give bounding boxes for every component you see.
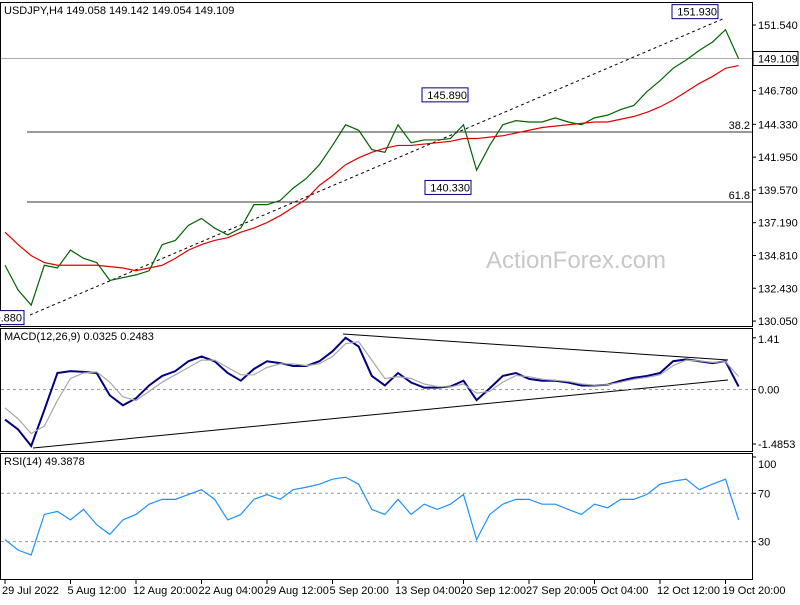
y-tick-label: 70 bbox=[758, 488, 770, 500]
panel-header: RSI(14) 49.3878 bbox=[4, 456, 85, 468]
series-line bbox=[4, 341, 740, 435]
fib-label: 38.2 bbox=[729, 120, 750, 132]
y-tick-label: 30 bbox=[758, 537, 770, 549]
series-line bbox=[4, 336, 740, 449]
y-tick-label: 137.190 bbox=[758, 218, 798, 230]
y-tick-label: 100 bbox=[758, 459, 776, 471]
x-tick-label: 29 Jul 2022 bbox=[2, 585, 59, 597]
y-tick-label: 141.950 bbox=[758, 152, 798, 164]
y-tick-label: 132.430 bbox=[758, 283, 798, 295]
series-line bbox=[4, 64, 739, 272]
x-tick-label: 12 Oct 12:00 bbox=[657, 585, 720, 597]
header-value: MACD(12,26,9) bbox=[4, 331, 80, 343]
y-tick-label: 1.41 bbox=[758, 334, 779, 346]
annotation-box bbox=[421, 87, 469, 103]
x-tick-label: 12 Aug 20:00 bbox=[133, 585, 198, 597]
header-value: 49.3878 bbox=[45, 456, 85, 468]
watermark: ActionForex.com bbox=[486, 247, 666, 274]
price-panel bbox=[0, 2, 753, 327]
trend-line bbox=[342, 333, 729, 361]
annotation-box bbox=[424, 179, 472, 195]
fib-label: 61.8 bbox=[729, 190, 750, 202]
rsi-panel bbox=[0, 453, 753, 580]
y-tick-label: 134.810 bbox=[758, 250, 798, 262]
annotation-label: 145.890 bbox=[427, 90, 467, 102]
y-tick-label: 146.780 bbox=[758, 86, 798, 98]
annotation-label: 130.880 bbox=[0, 313, 22, 325]
x-tick-label: 20 Sep 12:00 bbox=[461, 585, 526, 597]
annotation-box bbox=[671, 4, 719, 20]
y-tick-label: -1.4853 bbox=[758, 439, 795, 451]
y-tick-label: 151.540 bbox=[758, 20, 798, 32]
x-tick-label: 13 Sep 04:00 bbox=[395, 585, 460, 597]
series-line bbox=[4, 28, 740, 307]
header-value: 0.2483 bbox=[120, 331, 154, 343]
price-box-label: 149.109 bbox=[758, 54, 798, 66]
annotation-label: 151.930 bbox=[677, 7, 717, 19]
header-value: 149.109 bbox=[195, 5, 235, 17]
header-value: 149.054 bbox=[152, 5, 192, 17]
header-value: RSI(14) bbox=[4, 456, 42, 468]
panel-header: USDJPY,H4 149.058 149.142 149.054 149.10… bbox=[4, 5, 234, 17]
header-value: 149.142 bbox=[109, 5, 149, 17]
y-tick-label: 144.330 bbox=[758, 119, 798, 131]
header-value: USDJPY,H4 bbox=[4, 5, 63, 17]
x-tick-label: 19 Oct 20:00 bbox=[723, 585, 786, 597]
series-line bbox=[4, 476, 740, 556]
trend-line bbox=[32, 379, 729, 449]
x-tick-label: 27 Sep 20:00 bbox=[526, 585, 591, 597]
panel-header: MACD(12,26,9) 0.0325 0.2483 bbox=[4, 331, 154, 343]
x-tick-label: 5 Aug 12:00 bbox=[68, 585, 127, 597]
header-value: 149.058 bbox=[66, 5, 106, 17]
price-box bbox=[752, 51, 799, 67]
header-value: 0.0325 bbox=[83, 331, 117, 343]
x-tick-label: 22 Aug 04:00 bbox=[199, 585, 264, 597]
annotation-box bbox=[0, 310, 25, 326]
x-tick-label: 5 Oct 04:00 bbox=[592, 585, 649, 597]
y-tick-label: 0.00 bbox=[758, 385, 779, 397]
x-tick-label: 5 Sep 20:00 bbox=[330, 585, 389, 597]
y-tick-label: 130.050 bbox=[758, 316, 798, 328]
annotation-label: 140.330 bbox=[430, 182, 470, 194]
y-tick-label: 139.570 bbox=[758, 185, 798, 197]
x-tick-label: 29 Aug 12:00 bbox=[264, 585, 329, 597]
